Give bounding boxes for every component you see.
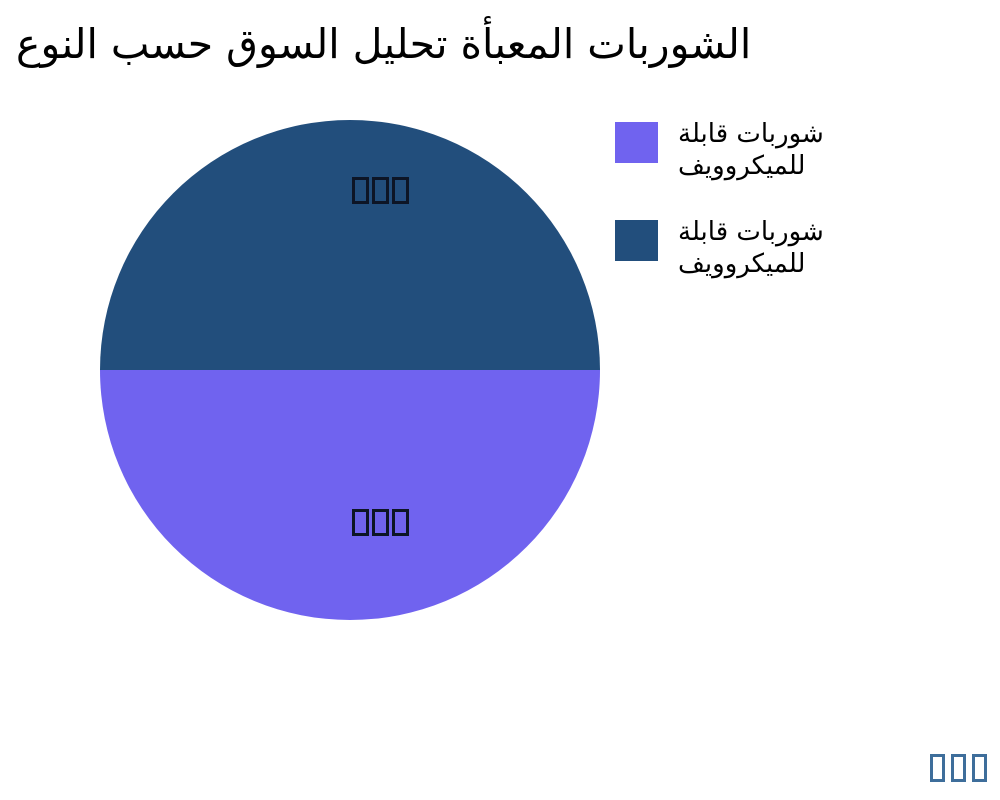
legend-swatch-purple xyxy=(615,122,658,163)
legend-item: شوربات قابلة للميكروويف xyxy=(615,216,993,280)
missing-glyph-box xyxy=(372,177,389,204)
missing-glyph-box xyxy=(352,509,369,536)
pie-slice-label-top xyxy=(352,177,409,204)
missing-glyph-box xyxy=(392,509,409,536)
pie-slice-bottom xyxy=(100,370,600,620)
missing-glyph-box xyxy=(392,177,409,204)
missing-glyph-box xyxy=(972,754,987,782)
pie-slice-top xyxy=(100,120,600,370)
missing-glyph-box xyxy=(930,754,945,782)
watermark-missing-glyphs xyxy=(930,754,987,782)
legend-swatch-navy xyxy=(615,220,658,261)
missing-glyph-box xyxy=(372,509,389,536)
legend-label: شوربات قابلة للميكروويف xyxy=(678,217,824,279)
missing-glyph-box xyxy=(352,177,369,204)
pie-slice-label-bottom xyxy=(352,509,409,536)
pie-chart xyxy=(100,120,600,620)
chart-title: الشوربات المعبأة تحليل السوق حسب النوع xyxy=(16,20,752,68)
missing-glyph-box xyxy=(951,754,966,782)
legend-item: شوربات قابلة للميكروويف xyxy=(615,118,993,182)
legend-label: شوربات قابلة للميكروويف xyxy=(678,119,824,181)
